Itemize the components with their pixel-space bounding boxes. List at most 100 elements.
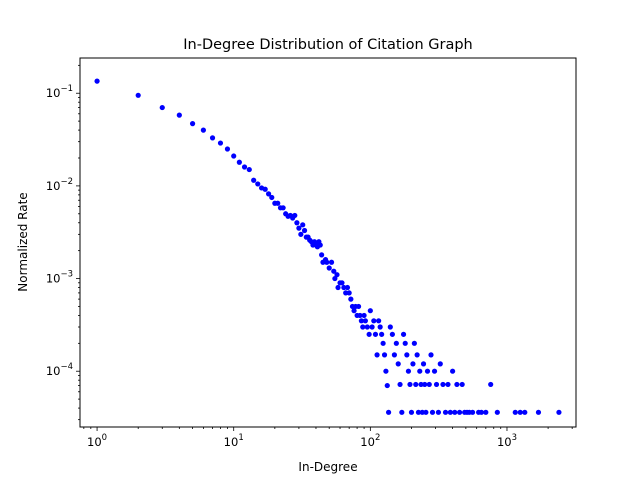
data-point [371,318,377,324]
tick-label: 100 [87,433,107,449]
data-point [135,92,141,98]
data-point [410,361,416,367]
data-point [348,296,354,302]
data-point [452,409,458,415]
data-point [422,381,428,388]
data-point [366,331,372,337]
data-point [355,303,362,310]
data-point [418,381,424,388]
data-point [445,381,451,388]
data-point [300,222,306,228]
data-point [423,409,429,415]
data-point [360,324,366,330]
data-point [431,368,438,374]
ticks-layer: 100 101 102 103 10−4 10−3 10−2 10−1 [46,64,573,449]
data-point [376,318,382,324]
data-point [391,352,397,358]
data-point [433,381,440,388]
data-point [414,352,420,358]
tick-label: 101 [224,433,244,449]
data-point [362,318,368,324]
data-point [351,308,357,314]
data-point [217,140,224,146]
data-point [357,312,363,319]
data-point [494,409,500,415]
data-point [369,324,375,330]
data-point [429,409,436,415]
data-point [292,212,298,219]
data-point [344,284,351,291]
data-point [346,290,352,296]
data-point [246,166,252,173]
data-point [512,409,518,415]
data-point [411,340,417,346]
data-point [298,231,304,237]
data-point [94,78,100,84]
data-point [450,368,456,374]
data-point [159,104,165,111]
data-point [209,135,216,141]
data-point [231,153,237,159]
data-point [428,352,434,358]
data-point [265,191,272,197]
data-point [275,200,281,206]
data-point [372,331,379,337]
tick-label: 10−4 [46,362,73,378]
data-point [459,381,465,388]
data-point [417,368,423,374]
data-point [380,340,386,346]
data-point [379,331,385,337]
data-point [332,275,338,282]
data-point [383,368,389,374]
data-point [447,409,453,415]
data-point [535,409,542,415]
data-point [189,121,196,127]
data-point [424,368,431,374]
data-point [419,409,425,415]
data-point [440,381,446,388]
tick-label: 10−2 [46,177,73,193]
data-point [478,409,485,415]
data-point [400,331,407,337]
data-point [176,112,182,118]
data-point [262,186,268,192]
data-point [294,220,300,226]
data-point [385,409,392,415]
data-point [341,284,347,291]
data-point [200,127,206,133]
data-point [358,318,364,324]
data-point [364,324,370,330]
data-point [408,409,415,415]
data-point [395,361,401,367]
data-point [404,352,410,358]
data-point [415,409,422,415]
x-axis-label: In-Degree [298,460,357,474]
data-point [556,409,562,415]
data-point [405,368,412,374]
data-point [456,409,463,415]
data-point [469,409,476,415]
data-point [437,361,443,367]
data-point [442,409,449,415]
data-point [367,308,373,314]
data-point [402,340,408,346]
data-point [488,381,494,388]
tick-label: 102 [360,433,380,449]
data-point [251,177,257,183]
data-point [393,340,399,346]
data-point [384,382,390,389]
data-point [334,272,340,278]
data-point [326,265,332,271]
data-point [236,159,242,165]
data-point [426,381,432,388]
data-point [483,409,489,415]
points-layer [94,78,562,415]
data-point [324,259,330,265]
data-point [339,280,345,286]
data-point [381,352,388,358]
tick-label: 10−1 [46,84,73,100]
data-point [435,409,442,415]
data-point [454,381,460,388]
data-point [387,324,393,330]
data-point [335,284,341,291]
